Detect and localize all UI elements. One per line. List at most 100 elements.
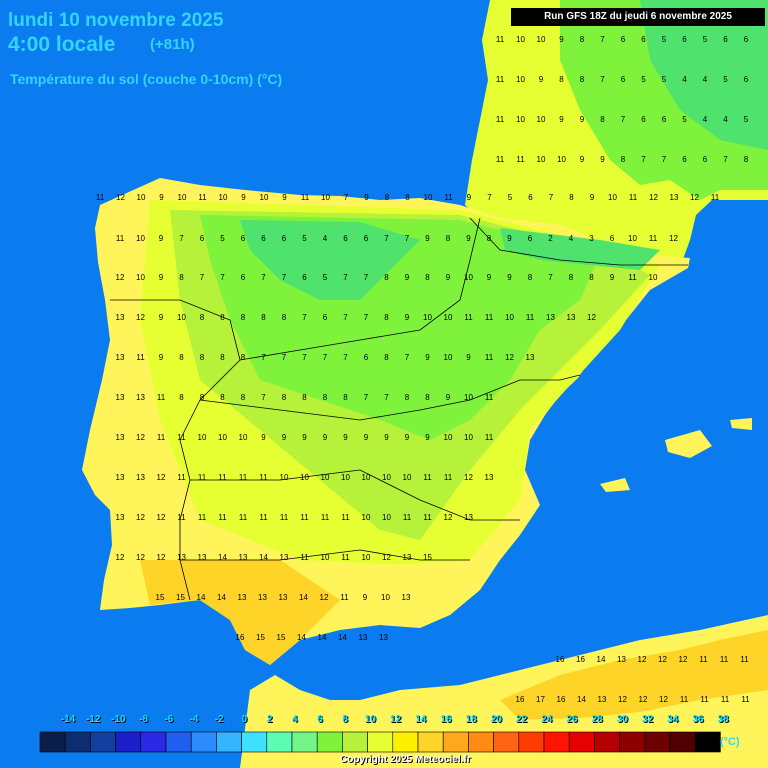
- grid-value: 9: [590, 193, 595, 202]
- grid-value: 7: [641, 155, 646, 164]
- value-grid: 11 12 10 9 10 11 10 9 10 9 11 10 7 9 8 8 10 11 9 7 5 6 7 8 9 10 11…: [96, 35, 750, 704]
- grid-value: 10: [537, 35, 546, 44]
- admin-borders: [110, 217, 688, 601]
- grid-value: 7: [548, 273, 553, 282]
- ebro-cold-zone: [500, 228, 660, 270]
- grid-value: 10: [505, 313, 514, 322]
- grid-value: 10: [280, 473, 289, 482]
- grid-value: 8: [302, 393, 307, 402]
- grid-value: 6: [744, 75, 749, 84]
- grid-value: 14: [299, 593, 308, 602]
- grid-value: 10: [362, 553, 371, 562]
- grid-value: 6: [641, 35, 646, 44]
- grid-value: 11: [300, 513, 309, 522]
- grid-value: 11: [300, 553, 309, 562]
- grid-value: 12: [157, 553, 166, 562]
- date-title: lundi 10 novembre 2025: [8, 10, 224, 31]
- grid-value: 8: [220, 353, 225, 362]
- grid-value: 7: [384, 234, 389, 243]
- grid-value: 4: [703, 75, 708, 84]
- grid-value: 11: [198, 193, 207, 202]
- grid-value: 11: [464, 313, 473, 322]
- grid-value: 9: [405, 273, 410, 282]
- grid-value: 8: [241, 353, 246, 362]
- grid-value: 12: [116, 553, 125, 562]
- grid-value: 8: [589, 273, 594, 282]
- legend-label: -12: [85, 714, 101, 725]
- grid-value: 12: [638, 655, 647, 664]
- grid-value: 6: [528, 193, 533, 202]
- grid-value: 13: [177, 553, 186, 562]
- grid-value: 7: [282, 353, 287, 362]
- legend-swatch: [543, 731, 570, 753]
- grid-value: 10: [424, 193, 433, 202]
- grid-value: 7: [364, 273, 369, 282]
- grid-value: 9: [405, 433, 410, 442]
- grid-value: 6: [662, 115, 667, 124]
- grid-value: 6: [723, 35, 728, 44]
- grid-value: 13: [464, 513, 473, 522]
- africa-warm-zone: [500, 630, 768, 720]
- grid-value: 7: [261, 393, 266, 402]
- grid-value: 11: [340, 593, 349, 602]
- grid-value: 7: [405, 234, 410, 243]
- grid-value: 9: [343, 433, 348, 442]
- grid-value: 7: [723, 155, 728, 164]
- grid-value: 15: [156, 593, 165, 602]
- grid-value: 11: [177, 433, 186, 442]
- grid-value: 7: [343, 353, 348, 362]
- grid-value: 11: [239, 473, 248, 482]
- grid-value: 13: [136, 473, 145, 482]
- grid-value: 9: [364, 433, 369, 442]
- grid-value: 4: [569, 234, 574, 243]
- grid-value: 10: [444, 353, 453, 362]
- grid-value: 10: [362, 473, 371, 482]
- grid-value: 8: [559, 75, 564, 84]
- legend-label: 6: [317, 714, 323, 725]
- grid-value: 11: [628, 273, 637, 282]
- grid-value: 4: [723, 115, 728, 124]
- grid-value: 10: [300, 473, 309, 482]
- grid-value: 11: [321, 513, 330, 522]
- grid-value: 10: [218, 433, 227, 442]
- grid-value: 13: [198, 553, 207, 562]
- grid-value: 8: [384, 273, 389, 282]
- grid-value: 12: [658, 655, 667, 664]
- grid-value: 7: [549, 193, 554, 202]
- legend-swatch: [291, 731, 318, 753]
- grid-value: 10: [381, 593, 390, 602]
- legend-swatch: [115, 731, 142, 753]
- grid-value: 8: [528, 273, 533, 282]
- grid-value: 13: [598, 695, 607, 704]
- grid-value: 10: [198, 433, 207, 442]
- grid-value: 12: [618, 695, 627, 704]
- grid-value: 10: [464, 273, 473, 282]
- grid-value: 11: [280, 513, 289, 522]
- grid-value: 6: [364, 234, 369, 243]
- grid-value: 9: [261, 433, 266, 442]
- south-warm-zone: [140, 560, 340, 665]
- grid-value: 6: [343, 234, 348, 243]
- grid-value: 8: [384, 313, 389, 322]
- grid-value: 13: [116, 473, 125, 482]
- island-menorca: [730, 418, 752, 430]
- grid-value: 8: [343, 393, 348, 402]
- grid-value: 11: [136, 353, 145, 362]
- grid-value: 8: [179, 353, 184, 362]
- legend-swatch: [417, 731, 444, 753]
- grid-value: 5: [220, 234, 225, 243]
- copyright: Copyright 2025 Meteociel.fr: [340, 754, 471, 765]
- grid-value: 4: [323, 234, 328, 243]
- grid-value: 11: [516, 155, 525, 164]
- grid-value: 11: [680, 695, 689, 704]
- legend-label: -2: [214, 714, 224, 725]
- grid-value: 9: [600, 155, 605, 164]
- legend-label: 32: [642, 714, 654, 725]
- grid-value: 11: [341, 513, 350, 522]
- grid-value: 8: [282, 393, 287, 402]
- grid-value: 9: [610, 273, 615, 282]
- grid-value: 6: [621, 75, 626, 84]
- grid-value: 13: [116, 353, 125, 362]
- grid-value: 9: [467, 193, 472, 202]
- legend-label: 20: [490, 714, 502, 725]
